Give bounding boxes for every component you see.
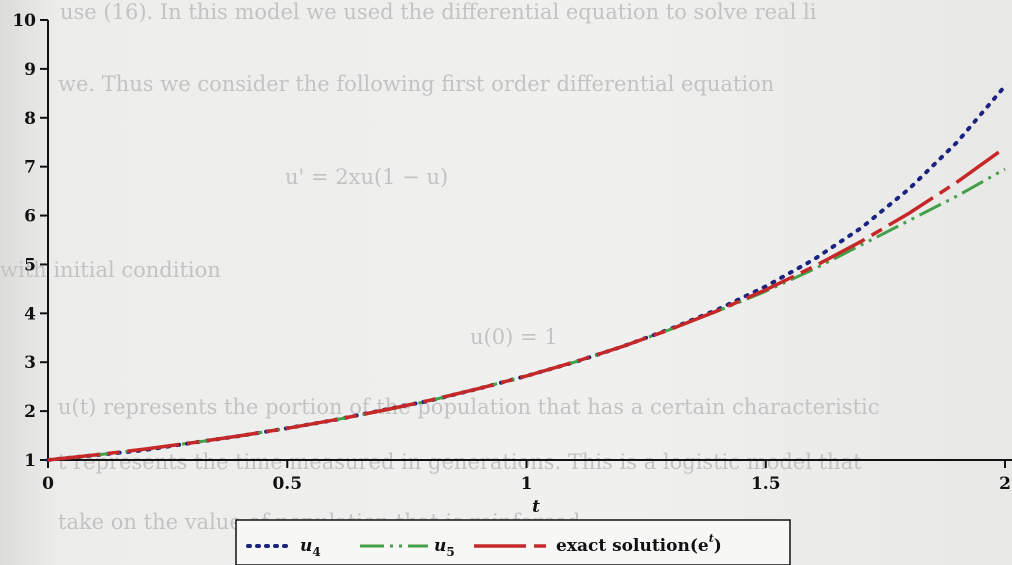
y-tick-label: 3: [24, 353, 36, 373]
x-tick-label: 0: [42, 474, 54, 494]
y-tick-label: 5: [24, 255, 36, 275]
legend-box: [235, 519, 791, 565]
y-tick-label: 2: [24, 402, 36, 422]
x-tick-label: 0.5: [272, 474, 302, 494]
bleed-line-1: use (16). In this model we used the diff…: [60, 0, 817, 24]
x-tick-label: 1.5: [751, 474, 781, 494]
y-tick-label: 10: [12, 11, 36, 31]
legend: u4 u5 exact solution(et): [235, 519, 791, 565]
legend-label-u5: u5: [434, 536, 455, 559]
series-line-u4: [46, 84, 1007, 462]
bleed-line-4: with initial condition: [0, 258, 221, 282]
legend-label-u4: u4: [300, 536, 321, 559]
x-axis-label: t: [532, 497, 540, 517]
y-ticks: 1 2 3 4 5 6 7 8 9 10: [12, 11, 48, 471]
y-tick-label: 4: [24, 304, 36, 324]
bleed-line-3: u' = 2xu(1 − u): [285, 165, 449, 189]
x-tick-label: 2: [999, 474, 1011, 494]
bleed-line-6: u(t) represents the portion of the popul…: [58, 395, 880, 419]
y-tick-label: 1: [24, 451, 36, 471]
series-group: [46, 84, 1007, 462]
series-line-u5: [47, 167, 1006, 462]
bleed-line-2: we. Thus we consider the following first…: [58, 72, 775, 96]
x-ticks: 0 0.5 1 1.5 2: [42, 460, 1011, 494]
y-tick-label: 6: [24, 207, 36, 227]
y-tick-label: 7: [24, 158, 36, 178]
bleed-line-7: t represents the time measured in genera…: [58, 450, 862, 474]
x-tick-label: 1: [521, 474, 533, 494]
y-tick-label: 8: [24, 109, 36, 129]
y-tick-label: 9: [24, 60, 36, 80]
legend-label-exact: exact solution(et): [556, 532, 722, 556]
series-line-exact-solution-e-t-: [47, 146, 1007, 462]
bleed-line-5: u(0) = 1: [470, 325, 558, 349]
